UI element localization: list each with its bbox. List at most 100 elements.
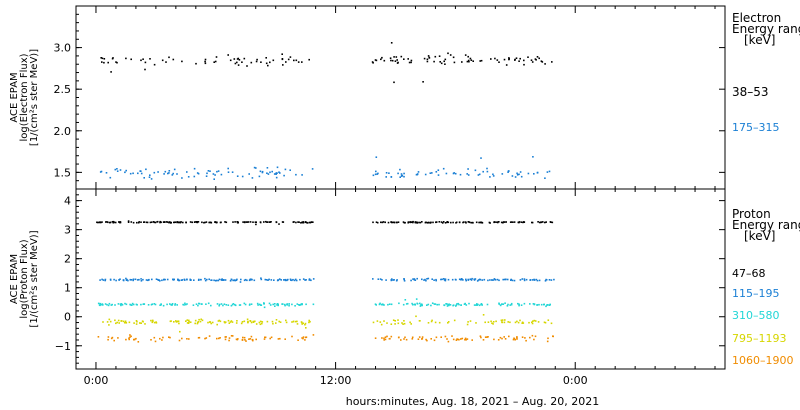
data-point bbox=[512, 338, 515, 341]
electron-ylabel-line: [1/(cm²s ster MeV)] bbox=[29, 49, 40, 146]
data-point bbox=[434, 303, 437, 305]
data-point bbox=[130, 221, 133, 223]
data-point bbox=[460, 278, 463, 280]
data-point bbox=[118, 322, 120, 324]
data-point bbox=[294, 305, 296, 307]
data-point bbox=[230, 335, 233, 337]
data-point bbox=[140, 322, 142, 324]
data-point bbox=[440, 278, 442, 281]
data-point bbox=[534, 58, 537, 60]
data-point bbox=[541, 61, 544, 63]
electron-legend-item: 38–53 bbox=[732, 85, 769, 99]
data-point bbox=[213, 178, 215, 180]
data-point bbox=[108, 318, 111, 321]
data-point bbox=[494, 57, 496, 60]
data-point bbox=[163, 173, 165, 175]
data-point bbox=[218, 278, 221, 281]
data-point bbox=[143, 221, 146, 223]
data-point bbox=[385, 279, 387, 281]
data-point bbox=[477, 303, 479, 306]
data-point bbox=[509, 321, 511, 324]
data-point bbox=[153, 321, 156, 324]
data-point bbox=[507, 303, 509, 306]
data-point bbox=[536, 171, 539, 174]
data-point bbox=[286, 304, 289, 306]
data-point bbox=[188, 321, 190, 323]
data-point bbox=[470, 221, 472, 224]
data-point bbox=[249, 303, 251, 306]
data-point bbox=[388, 303, 391, 305]
data-point bbox=[480, 303, 482, 306]
data-point bbox=[431, 172, 433, 174]
electron-legend-item: 175–315 bbox=[732, 121, 780, 134]
data-point bbox=[538, 221, 541, 224]
data-point bbox=[227, 167, 229, 170]
data-point bbox=[398, 302, 400, 305]
data-point bbox=[145, 279, 148, 281]
data-point bbox=[127, 221, 130, 223]
data-point bbox=[532, 303, 535, 305]
data-point bbox=[404, 221, 406, 224]
data-point bbox=[393, 221, 396, 224]
data-point bbox=[159, 304, 161, 306]
data-point bbox=[289, 278, 292, 281]
electron-legend-title: [keV] bbox=[744, 33, 775, 47]
data-point bbox=[527, 56, 529, 58]
data-point bbox=[241, 321, 244, 323]
data-point bbox=[130, 58, 132, 61]
data-point bbox=[427, 277, 430, 280]
data-point bbox=[118, 221, 120, 223]
data-point bbox=[534, 335, 537, 338]
data-point bbox=[236, 175, 239, 177]
data-point bbox=[271, 170, 273, 173]
data-point bbox=[206, 172, 208, 175]
data-point bbox=[397, 61, 399, 64]
data-point bbox=[116, 321, 118, 324]
data-point bbox=[506, 305, 509, 307]
data-point bbox=[269, 337, 271, 340]
data-point bbox=[208, 335, 211, 337]
data-point bbox=[115, 279, 117, 282]
data-point bbox=[486, 167, 488, 170]
data-point bbox=[467, 321, 469, 323]
data-point bbox=[125, 303, 128, 306]
data-point bbox=[104, 278, 107, 281]
data-point bbox=[145, 168, 147, 171]
data-point bbox=[380, 58, 382, 61]
data-point bbox=[302, 278, 305, 280]
data-point bbox=[266, 167, 269, 169]
data-point bbox=[171, 303, 174, 305]
data-point bbox=[166, 278, 169, 281]
data-point bbox=[97, 221, 99, 224]
data-point bbox=[143, 303, 146, 305]
data-point bbox=[376, 173, 379, 175]
data-point bbox=[228, 339, 230, 342]
electron-series-1 bbox=[99, 156, 551, 180]
data-point bbox=[114, 319, 116, 322]
data-point bbox=[492, 279, 494, 281]
data-point bbox=[137, 172, 139, 175]
data-point bbox=[492, 175, 495, 177]
data-point bbox=[128, 321, 131, 324]
data-point bbox=[263, 302, 265, 304]
data-point bbox=[288, 304, 290, 307]
data-point bbox=[418, 336, 421, 338]
data-point bbox=[383, 59, 386, 62]
data-point bbox=[426, 58, 429, 61]
data-point bbox=[100, 221, 102, 224]
data-point bbox=[404, 299, 407, 301]
data-point bbox=[434, 321, 437, 324]
data-point bbox=[261, 321, 264, 323]
data-point bbox=[523, 302, 526, 305]
data-point bbox=[140, 221, 142, 223]
data-point bbox=[174, 221, 176, 224]
data-point bbox=[505, 64, 508, 66]
data-point bbox=[275, 173, 277, 175]
data-point bbox=[101, 278, 103, 281]
data-point bbox=[212, 173, 215, 175]
data-point bbox=[203, 221, 205, 224]
data-point bbox=[232, 279, 234, 282]
data-point bbox=[466, 323, 469, 326]
data-point bbox=[136, 221, 138, 224]
data-point bbox=[125, 57, 127, 60]
